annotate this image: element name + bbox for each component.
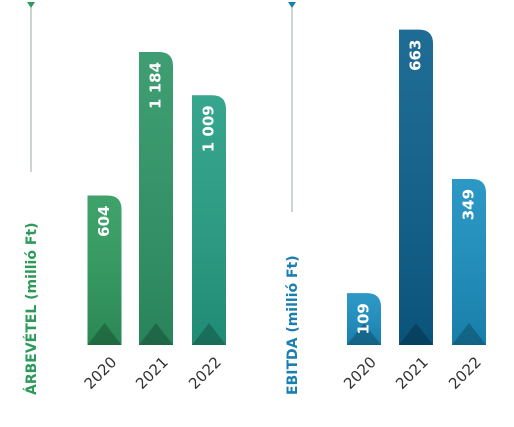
value-label: 1 184 xyxy=(147,62,165,109)
y-axis-label: EBITDA (millió Ft) xyxy=(285,255,301,395)
bar-decoration xyxy=(139,323,173,345)
value-label: 349 xyxy=(460,189,478,220)
x-tick-label: 2020 xyxy=(81,353,121,393)
bar-decoration xyxy=(452,323,486,345)
axis-marker xyxy=(288,2,296,8)
axis-marker xyxy=(27,2,35,8)
x-tick-label: 2021 xyxy=(392,353,432,393)
x-tick-label: 2022 xyxy=(185,353,225,393)
x-tick-label: 2021 xyxy=(132,353,172,393)
x-tick-label: 2020 xyxy=(340,353,380,393)
bar-decoration xyxy=(192,323,226,345)
bar-shade xyxy=(399,29,433,345)
value-label: 1 009 xyxy=(200,105,218,152)
bar-shade xyxy=(139,51,173,346)
bar-shade xyxy=(452,178,486,345)
bar-shade xyxy=(87,195,122,345)
value-label: 604 xyxy=(95,206,113,237)
bar-decoration xyxy=(87,323,122,345)
x-tick-label: 2022 xyxy=(445,353,485,393)
value-label: 663 xyxy=(407,40,425,71)
bar-shade xyxy=(347,293,381,345)
value-label: 109 xyxy=(355,303,373,334)
bar-decoration xyxy=(347,323,381,345)
bar-decoration xyxy=(399,323,433,345)
bar-shade xyxy=(192,95,226,346)
y-axis-label: ÁRBEVÉTEL (millió Ft) xyxy=(23,223,40,395)
